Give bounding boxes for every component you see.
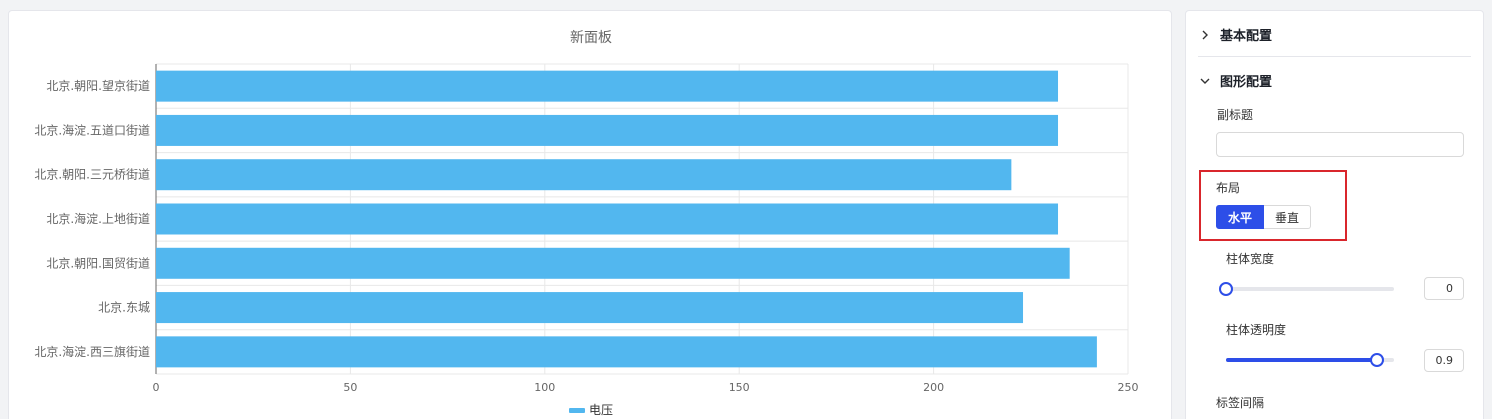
layout-label: 布局 — [1216, 181, 1241, 195]
y-category-label: 北京.朝阳.望京街道 — [46, 79, 150, 93]
chart-panel: 新面板 北京.朝阳.望京街道 北京.海淀.五道口街道 北京.朝阳.三元桥街道 北京.海… — [8, 10, 1172, 419]
graph-config-section[interactable]: 图形配置 — [1198, 71, 1272, 90]
legend-swatch — [569, 408, 585, 413]
x-tick-label: 200 — [923, 381, 944, 394]
y-category-label: 北京.东城 — [98, 301, 150, 315]
chevron-right-icon — [1202, 30, 1208, 39]
y-category-label: 北京.海淀.上地街道 — [46, 211, 150, 226]
label-interval-label: 标签间隔 — [1216, 396, 1265, 410]
bar-opacity-slider-thumb[interactable] — [1370, 353, 1385, 367]
bar[interactable] — [156, 159, 1012, 191]
basic-config-label: 基本配置 — [1220, 29, 1273, 44]
bar-width-slider-thumb[interactable] — [1219, 282, 1233, 296]
layout-horizontal-button[interactable]: 水平 — [1216, 205, 1264, 229]
bar-opacity-slider[interactable] — [1226, 353, 1394, 367]
bar-opacity-value-input[interactable]: 0.9 — [1424, 349, 1464, 372]
y-category-label: 北京.朝阳.国贸街道 — [46, 256, 150, 270]
bar[interactable] — [156, 203, 1059, 235]
chart-title: 新面板 — [570, 30, 612, 46]
bar-width-slider[interactable] — [1219, 282, 1394, 296]
bar[interactable] — [156, 336, 1097, 368]
bar[interactable] — [156, 247, 1070, 279]
chart-legend[interactable]: 电压 — [569, 403, 613, 417]
basic-config-section[interactable]: 基本配置 — [1198, 25, 1272, 44]
config-panel: 基本配置 图形配置 副标题 布局 水平 垂直 柱体宽度 0 柱体透明度 0.9 … — [1185, 10, 1484, 419]
x-tick-label: 250 — [1118, 381, 1139, 394]
legend-label: 电压 — [589, 403, 613, 417]
bar-width-label: 柱体宽度 — [1226, 252, 1275, 266]
y-category-label: 北京.朝阳.三元桥街道 — [34, 168, 150, 182]
y-category-label: 北京.海淀.五道口街道 — [34, 122, 150, 137]
bar-opacity-label: 柱体透明度 — [1226, 323, 1287, 337]
bar[interactable] — [156, 70, 1059, 102]
layout-vertical-button[interactable]: 垂直 — [1264, 205, 1311, 229]
subtitle-input[interactable] — [1216, 132, 1464, 157]
bar-width-value-input[interactable]: 0 — [1424, 277, 1464, 300]
graph-config-label: 图形配置 — [1220, 75, 1273, 90]
y-category-label: 北京.海淀.西三旗街道 — [34, 344, 150, 359]
x-tick-label: 150 — [729, 381, 750, 394]
x-tick-label: 0 — [153, 381, 160, 394]
bar-opacity-slider-fill — [1226, 358, 1378, 362]
x-tick-label: 100 — [534, 381, 555, 394]
section-divider — [1198, 56, 1471, 57]
bar[interactable] — [156, 292, 1024, 324]
subtitle-label: 副标题 — [1217, 108, 1254, 122]
chevron-down-icon — [1200, 78, 1210, 84]
bar-chart: 新面板 北京.朝阳.望京街道北京.海淀.五道口街道北京.朝阳.三元桥街道北京.海… — [34, 30, 1139, 417]
layout-highlight-box — [1199, 170, 1347, 241]
bar[interactable] — [156, 114, 1059, 146]
x-tick-label: 50 — [343, 381, 357, 394]
